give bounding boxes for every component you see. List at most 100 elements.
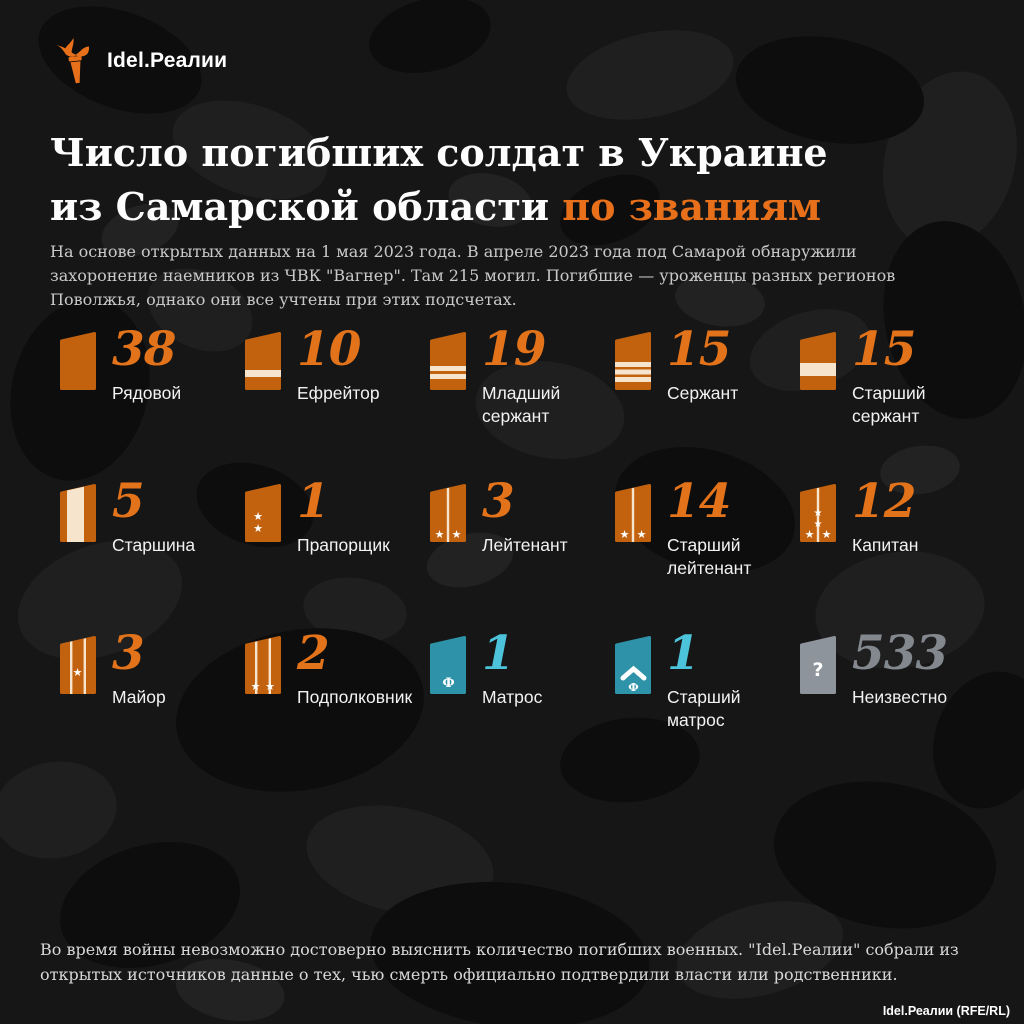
rank-cell: 15 Сержант (613, 322, 798, 482)
rank-value: 10 (297, 322, 361, 377)
rank-label: Майор (112, 686, 166, 707)
vertical-wide-icon (60, 484, 96, 542)
rank-label: Старший матрос (667, 686, 741, 730)
navy-chevron-f-icon: Ф (615, 636, 651, 694)
rank-cell: Ф 1 Матрос (428, 626, 613, 786)
rank-value: 15 (852, 322, 916, 377)
title-line-2-white: из Самарской области (50, 183, 563, 229)
svg-text:★: ★ (637, 528, 647, 541)
stripe3-icon (615, 332, 651, 390)
title-line-2-accent: по званиям (562, 183, 822, 229)
rank-value: 533 (852, 626, 948, 681)
rank-cell-body: 3 Лейтенант (482, 474, 568, 557)
navy-f-icon: Ф (430, 636, 466, 694)
rank-insignia: ★ ★ (428, 482, 468, 549)
rank-cell: ★ ★ 3 Лейтенант (428, 474, 613, 634)
rank-value: 38 (112, 322, 176, 377)
svg-text:★: ★ (253, 522, 263, 535)
rank-cell: ★ ★ 2 Подполковник (243, 626, 428, 786)
rank-value: 15 (667, 322, 731, 377)
footnote-text: Во время войны невозможно достоверно выя… (40, 940, 959, 984)
rank-label: Неизвестно (852, 686, 948, 707)
rank-insignia: ★ ★ (243, 634, 283, 701)
rank-grid: 38 Рядовой 10 Ефрейтор 19 Младший сержан… (58, 322, 983, 786)
two-stars-icon: ★★ (245, 484, 281, 542)
rank-insignia: ★ ★ (613, 482, 653, 549)
rank-insignia: Ф (428, 634, 468, 701)
rank-value: 14 (667, 474, 731, 529)
rank-insignia: ★ ★ (243, 482, 283, 549)
rank-cell-body: 2 Подполковник (297, 626, 413, 709)
rank-insignia (243, 330, 283, 397)
rank-insignia: ? (798, 634, 838, 701)
rank-cell: ? 533 Неизвестно (798, 626, 983, 786)
rank-label: Матрос (482, 686, 543, 707)
rank-insignia: ★ (58, 634, 98, 701)
rank-value: 5 (112, 474, 145, 529)
rank-value: 12 (852, 474, 916, 529)
rank-cell: ★ ★ 14 Старший лейтенант (613, 474, 798, 634)
rank-label: Старший лейтенант (667, 534, 752, 578)
page-title: Число погибших солдат в Украине из Самар… (50, 126, 828, 234)
stripe1-icon (245, 332, 281, 390)
two-stripes-two-stars-icon: ★ ★ (245, 636, 281, 694)
rank-label: Младший сержант (482, 382, 561, 426)
rank-cell: ★ 3 Майор (58, 626, 243, 786)
rank-label: Лейтенант (482, 534, 568, 555)
question-icon: ? (800, 636, 836, 694)
wide-stripe-icon (800, 332, 836, 390)
rank-cell-body: 19 Младший сержант (482, 322, 613, 428)
svg-text:★: ★ (452, 528, 462, 541)
stripe-two-stars-icon: ★ ★ (430, 484, 466, 542)
rank-value: 3 (112, 626, 145, 681)
svg-text:★: ★ (253, 510, 263, 523)
rank-value: 19 (482, 322, 546, 377)
stripe2-icon (430, 332, 466, 390)
stripe-two-stars-icon: ★ ★ (615, 484, 651, 542)
svg-text:★: ★ (73, 666, 83, 679)
svg-text:★: ★ (251, 680, 261, 693)
rank-label: Подполковник (297, 686, 413, 707)
rank-cell-body: 12 Капитан (852, 474, 919, 557)
rank-value: 1 (482, 626, 515, 681)
svg-text:★: ★ (814, 519, 823, 530)
rank-cell-body: 533 Неизвестно (852, 626, 948, 709)
rank-label: Старшина (112, 534, 196, 555)
rank-label: Ефрейтор (297, 382, 380, 403)
rank-cell-body: 10 Ефрейтор (297, 322, 380, 405)
rank-cell: ★ ★ 1 Прапорщик (243, 474, 428, 634)
svg-text:Ф: Ф (442, 676, 454, 691)
rank-cell-body: 38 Рядовой (112, 322, 181, 405)
rank-cell-body: 3 Майор (112, 626, 166, 709)
credit-text: Idel.Реалии (RFE/RL) (882, 1004, 1010, 1018)
rank-label: Сержант (667, 382, 739, 403)
rank-value: 1 (297, 474, 330, 529)
rank-insignia (798, 330, 838, 397)
rank-cell-body: 15 Старший сержант (852, 322, 983, 428)
rank-label: Старший сержант (852, 382, 926, 426)
plain-icon (60, 332, 96, 390)
rank-cell: 15 Старший сержант (798, 322, 983, 482)
svg-text:?: ? (812, 659, 823, 681)
rank-cell-body: 5 Старшина (112, 474, 196, 557)
rank-value: 3 (482, 474, 515, 529)
rank-cell: ★ ★ ★ ★ 12 Капитан (798, 474, 983, 634)
title-line-2: из Самарской области по званиям (50, 180, 828, 234)
svg-text:★: ★ (805, 528, 815, 541)
rank-cell: 10 Ефрейтор (243, 322, 428, 482)
svg-text:★: ★ (814, 508, 823, 519)
two-stripes-one-star-icon: ★ (60, 636, 96, 694)
rank-cell-body: 15 Сержант (667, 322, 739, 405)
rank-value: 2 (297, 626, 330, 681)
rank-insignia (613, 330, 653, 397)
rank-cell: 38 Рядовой (58, 322, 243, 482)
rank-insignia: Ф (613, 634, 653, 701)
rank-cell-body: 1 Прапорщик (297, 474, 390, 557)
stripe-four-stars-icon: ★★★ ★ (800, 484, 836, 542)
svg-text:★: ★ (620, 528, 630, 541)
rank-label: Капитан (852, 534, 919, 555)
rank-insignia (58, 482, 98, 549)
